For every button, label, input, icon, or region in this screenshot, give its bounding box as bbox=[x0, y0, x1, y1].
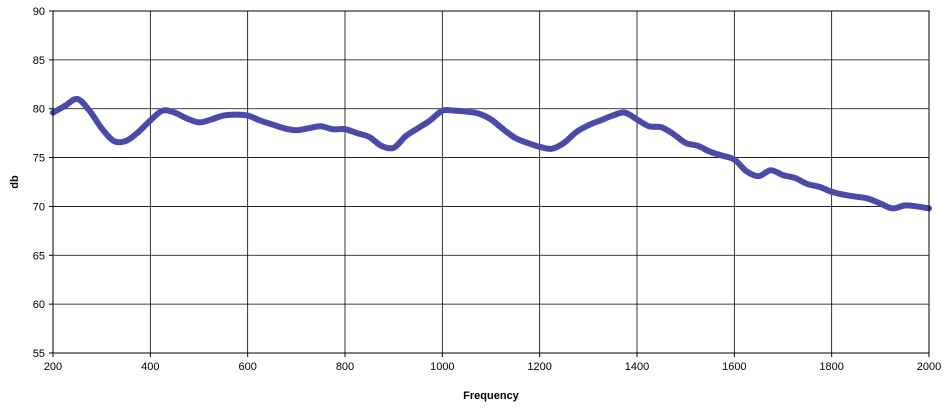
tick-labels: 55 60 65 70 75 80 85 90 200 400 600 800 1000 1200 1400… bbox=[33, 6, 941, 373]
y-tick-label: 70 bbox=[33, 201, 45, 213]
gridlines bbox=[49, 10, 930, 357]
series-line bbox=[50, 95, 932, 212]
plot-area-frame bbox=[52, 10, 930, 354]
y-tick-label: 85 bbox=[33, 55, 45, 67]
y-tick-label: 60 bbox=[33, 299, 45, 311]
y-tick-label: 55 bbox=[33, 348, 45, 360]
x-tick-label: 400 bbox=[141, 361, 159, 373]
y-tick-label: 65 bbox=[33, 250, 45, 262]
series-layer bbox=[50, 95, 932, 212]
x-tick-label: 1200 bbox=[527, 361, 551, 373]
x-tick-label: 1000 bbox=[430, 361, 454, 373]
y-tick-label: 80 bbox=[33, 104, 45, 116]
x-tick-label: 800 bbox=[336, 361, 354, 373]
y-tick-label: 90 bbox=[33, 6, 45, 18]
x-tick-label: 1800 bbox=[819, 361, 843, 373]
x-axis-title: Frequency bbox=[463, 390, 520, 402]
x-tick-label: 2000 bbox=[917, 361, 941, 373]
y-axis-title: db bbox=[9, 175, 21, 189]
x-tick-label: 1600 bbox=[722, 361, 746, 373]
x-tick-label: 200 bbox=[44, 361, 62, 373]
x-tick-label: 600 bbox=[238, 361, 256, 373]
x-tick-label: 1400 bbox=[625, 361, 649, 373]
y-tick-label: 75 bbox=[33, 153, 45, 165]
